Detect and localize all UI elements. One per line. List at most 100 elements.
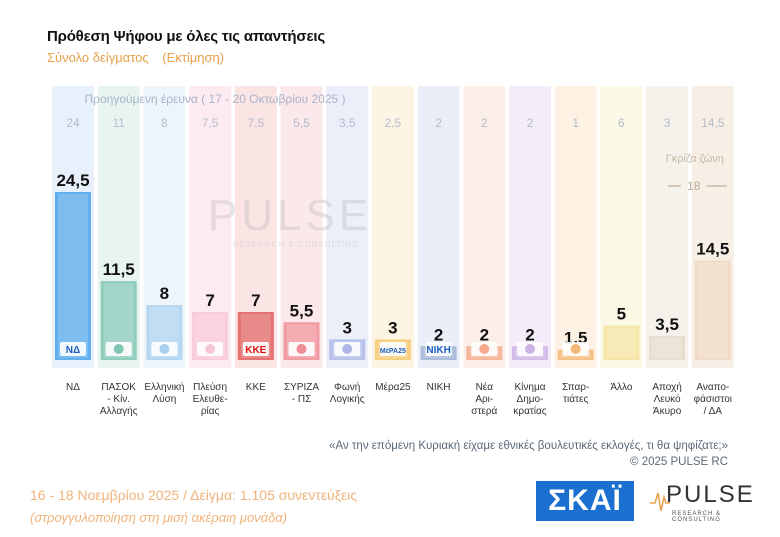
category-label: ΠΑΣΟΚ [101, 382, 136, 393]
chart-subtitle: Σύνολο δείγματος (Εκτίμηση) [47, 50, 224, 65]
previous-value-label: 5,5 [293, 116, 310, 130]
column-background [371, 86, 414, 368]
data-label: 8 [160, 284, 169, 303]
previous-value-label: 8 [161, 116, 168, 130]
spartiates-logo-mark [570, 344, 581, 354]
category-label: ΚΚΕ [246, 382, 266, 393]
previous-value-label: 24 [66, 116, 80, 130]
data-label: 3 [342, 318, 351, 337]
subtitle-estimate: (Εκτίμηση) [162, 50, 225, 65]
syriza-logo-mark [296, 344, 307, 354]
previous-value-label: 3,5 [339, 116, 356, 130]
column-background [600, 86, 643, 368]
subtitle-sample: Σύνολο δείγματος [47, 50, 149, 65]
column-background [509, 86, 551, 368]
rounding-note: (στρογγυλοποίηση στη μισή ακέραιη μονάδα… [30, 510, 288, 525]
previous-value-label: 2 [481, 116, 488, 130]
data-label: 7 [205, 291, 214, 310]
category-label: Άκυρο [653, 406, 682, 417]
bar [694, 260, 731, 360]
bar-highlight [606, 327, 637, 358]
column-background [280, 86, 323, 368]
nea-aristera-logo-mark [479, 344, 490, 354]
data-label: 24,5 [56, 171, 89, 190]
survey-info: 16 - 18 Νοεμβρίου 2025 / Δείγμα: 1.105 σ… [30, 487, 358, 503]
data-label: 11,5 [103, 260, 135, 279]
column-background [554, 86, 597, 368]
plefsi-logo-mark [205, 344, 216, 354]
previous-survey-label: Προηγούμενη έρευνα ( 17 - 20 Οκτωβρίου 2… [84, 92, 346, 106]
mera25-logo-icon [379, 342, 406, 356]
bar [649, 336, 686, 360]
category-label: στερά [471, 405, 497, 417]
data-label: 5 [617, 305, 626, 324]
previous-value-label: 14,5 [701, 116, 725, 130]
bar-highlight [58, 194, 88, 358]
category-label: - ΠΣ [292, 394, 312, 405]
category-label: Μέρα25 [375, 381, 411, 393]
category-label: Ελευθε- [193, 394, 228, 405]
grey-zone-label: Γκρίζα ζώνη [666, 153, 724, 165]
previous-value-label: 2 [527, 116, 534, 130]
previous-value-label: 1 [572, 116, 579, 130]
category-label: Κίνημα [515, 381, 546, 393]
niki-logo-text: ΝΙΚΗ [426, 345, 450, 356]
previous-value-label: 6 [618, 116, 625, 130]
previous-value-label: 7,5 [247, 116, 264, 130]
category-label: ΝΔ [66, 382, 80, 393]
category-label: ρίας [201, 405, 220, 417]
grey-zone-value: 18 [687, 179, 701, 193]
column-background [326, 86, 369, 368]
data-label: 3 [388, 318, 397, 337]
chart-title: Πρόθεση Ψήφου με όλες τις απαντήσεις [47, 28, 325, 45]
bar-highlight [697, 262, 728, 358]
data-label: 5,5 [290, 301, 314, 320]
category-label: Φωνή [334, 381, 360, 393]
pulse-logo: PULSE RESEARCH & CONSULTING [650, 481, 760, 523]
category-label: κρατίας [513, 405, 546, 417]
category-label: Άλλο [610, 382, 633, 393]
pasok-logo-mark [113, 344, 124, 354]
data-label: 2 [434, 325, 443, 344]
category-label: Λευκό [654, 393, 681, 405]
category-label: φάσιστοι [694, 393, 732, 405]
data-label: 7 [251, 291, 260, 310]
copyright: © 2025 PULSE RC [630, 456, 728, 468]
bar [55, 192, 91, 360]
category-label: Πλεύση [193, 381, 227, 393]
category-label: Αποχή [652, 381, 682, 393]
category-label: Νέα [476, 381, 494, 393]
mera25-logo-text: ΜέΡΑ25 [380, 348, 406, 355]
category-label: Αλλαγής [100, 405, 138, 417]
skai-logo: ΣΚΑΪ [536, 481, 634, 521]
column-background [417, 86, 460, 368]
category-label: Αρι- [475, 394, 493, 405]
category-label: Δημο- [517, 394, 544, 405]
category-label: ΝΙΚΗ [427, 382, 451, 393]
data-label: 3,5 [655, 315, 679, 334]
previous-value-label: 11 [112, 116, 125, 130]
nd-logo-text: ΝΔ [66, 345, 80, 356]
kinima-dimokratias-logo-mark [525, 344, 535, 354]
category-label: Λύση [152, 393, 176, 405]
pulse-logo-sub: RESEARCH & CONSULTING [672, 511, 722, 523]
previous-value-label: 2 [435, 116, 442, 130]
pulse-wave-icon [650, 492, 670, 512]
category-label: Λογικής [330, 393, 365, 405]
category-label: τιάτες [563, 393, 588, 405]
data-label: 2 [525, 325, 534, 344]
column-background [646, 86, 689, 368]
column-background [463, 86, 506, 368]
bar-highlight [652, 338, 683, 358]
survey-question: «Αν την επόμενη Κυριακή είχαμε εθνικές β… [329, 440, 728, 452]
data-label: 14,5 [696, 240, 729, 259]
previous-value-label: 2,5 [385, 116, 402, 130]
nd-logo-icon [60, 342, 86, 356]
bar [603, 325, 640, 360]
data-label: 2 [480, 325, 489, 344]
category-label: Ελληνική [144, 381, 184, 393]
category-label: - Κίν. [107, 393, 130, 405]
kke-logo-text: ΚΚΕ [245, 345, 266, 356]
